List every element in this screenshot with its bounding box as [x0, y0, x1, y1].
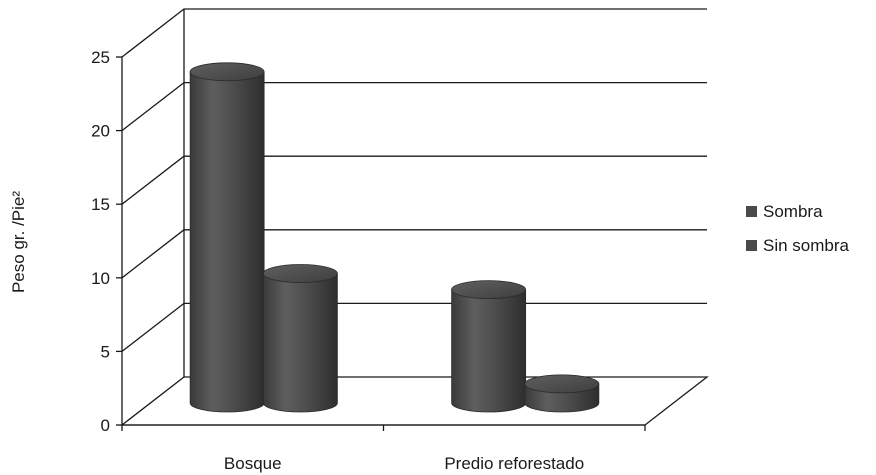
gridline: [121, 229, 707, 279]
bar: [262, 264, 338, 413]
bar-top: [262, 264, 338, 283]
legend-swatch: [746, 206, 757, 217]
bar: [524, 374, 600, 413]
y-tick-label: 25: [91, 48, 110, 67]
gridline: [121, 81, 707, 132]
y-tick-label: 20: [91, 122, 110, 141]
x-tick-label: Predio reforestado: [444, 454, 584, 473]
x-tick-label: Bosque: [224, 454, 282, 473]
legend-label: Sombra: [763, 202, 823, 221]
bar-top: [451, 280, 527, 300]
gridline: [121, 155, 707, 205]
chart-axes: [116, 56, 646, 431]
y-tick-label: 5: [101, 342, 110, 361]
y-tick-label: 15: [91, 195, 110, 214]
bar-body: [262, 273, 338, 413]
y-axis-title: Peso gr. /Pie²: [9, 191, 28, 293]
bar: [451, 280, 527, 413]
bar-top: [524, 374, 600, 394]
gridlines: [121, 8, 707, 352]
gridline: [121, 302, 707, 352]
y-tick-labels: 0 5 10 15 20 25: [91, 48, 110, 435]
gridline: [121, 8, 707, 58]
legend: Sombra Sin sombra: [746, 202, 850, 255]
y-tick-label: 10: [91, 269, 110, 288]
legend-swatch: [746, 240, 757, 251]
bar: [189, 62, 265, 413]
x-tick-labels: Bosque Predio reforestado: [224, 454, 584, 473]
bar-body: [189, 71, 265, 413]
bar-top: [189, 62, 265, 82]
legend-label: Sin sombra: [763, 236, 850, 255]
y-tick-label: 0: [101, 416, 110, 435]
bars: [189, 62, 600, 413]
bar-body: [451, 289, 527, 413]
